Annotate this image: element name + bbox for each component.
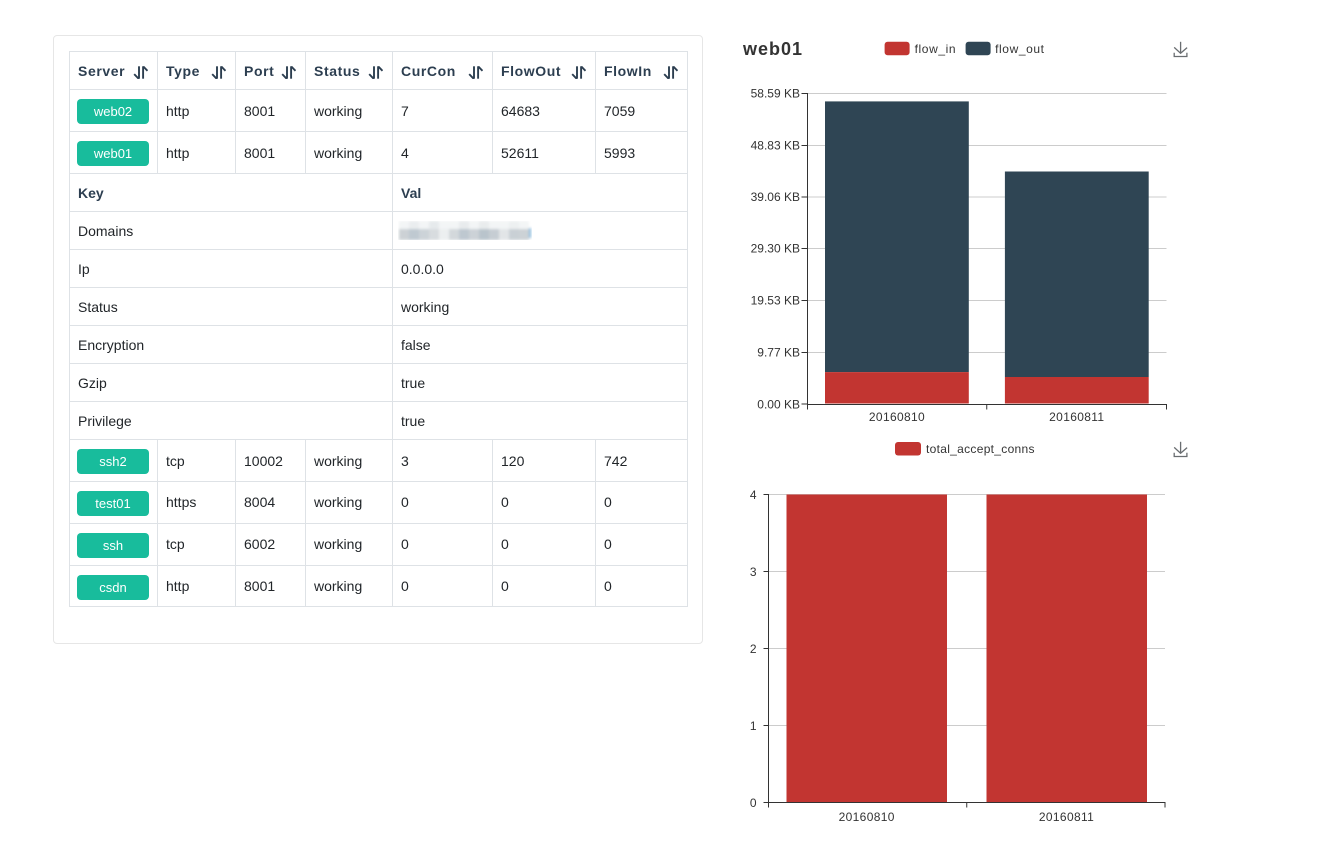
svg-text:39.06 KB: 39.06 KB xyxy=(751,190,800,204)
svg-text:web01: web01 xyxy=(742,39,803,59)
svg-text:9.77 KB: 9.77 KB xyxy=(757,346,800,360)
svg-text:0.00 KB: 0.00 KB xyxy=(757,398,800,412)
svg-text:20160810: 20160810 xyxy=(869,410,925,424)
svg-text:flow_in: flow_in xyxy=(915,42,957,56)
svg-text:4: 4 xyxy=(750,488,757,502)
svg-text:20160810: 20160810 xyxy=(839,810,895,824)
svg-text:19.53 KB: 19.53 KB xyxy=(751,294,800,308)
svg-text:2: 2 xyxy=(750,642,757,656)
svg-text:total_accept_conns: total_accept_conns xyxy=(926,442,1035,456)
svg-text:20160811: 20160811 xyxy=(1039,810,1094,824)
svg-text:1: 1 xyxy=(750,719,757,733)
svg-text:0: 0 xyxy=(750,796,757,810)
svg-text:20160811: 20160811 xyxy=(1049,410,1104,424)
svg-text:flow_out: flow_out xyxy=(995,42,1045,56)
svg-text:58.59 KB: 58.59 KB xyxy=(751,87,800,101)
svg-text:3: 3 xyxy=(750,565,757,579)
svg-text:29.30 KB: 29.30 KB xyxy=(751,242,800,256)
svg-text:48.83 KB: 48.83 KB xyxy=(751,139,800,153)
